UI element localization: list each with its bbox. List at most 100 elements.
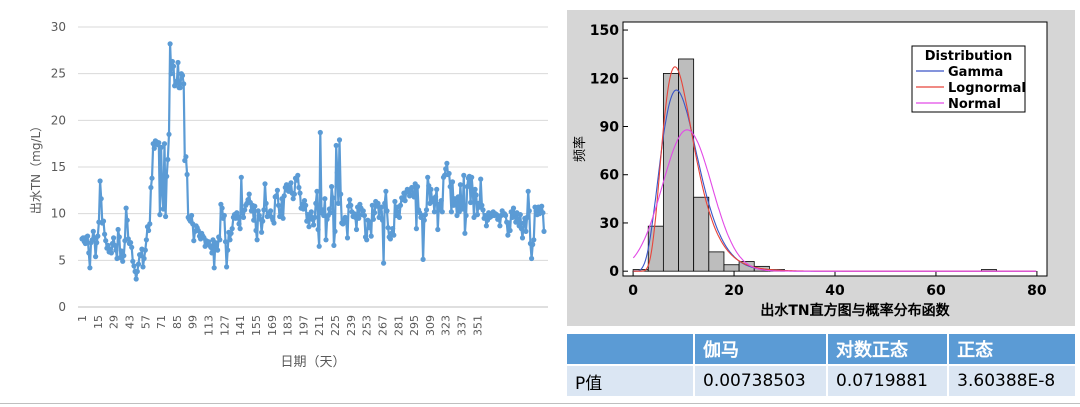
y-tick-label: 90 [600,119,620,135]
data-point [161,141,168,147]
data-point [183,154,189,160]
data-point [526,208,532,214]
legend-label: Gamma [948,65,1003,80]
data-point [274,187,280,193]
data-point [103,238,109,244]
pvalue-normal: 3.60388E-8 [949,366,1075,396]
data-point [164,173,170,179]
y-axis-label: 出水TN（mg/L） [29,120,43,214]
data-point [90,228,96,234]
data-point [211,265,217,271]
data-point [411,194,417,200]
data-point [414,184,421,190]
data-point [121,253,127,259]
data-point [425,174,431,180]
data-point [148,184,154,191]
data-point [413,226,419,232]
data-point [344,235,351,241]
data-point [461,172,467,178]
data-point [113,247,119,253]
data-point [252,203,258,209]
data-point [381,260,387,266]
data-point [179,72,186,79]
data-point [433,194,439,200]
data-point [483,223,489,229]
data-point [261,207,267,213]
x-tick-label: 323 [440,315,453,336]
data-point [240,214,247,220]
data-point [259,229,265,235]
data-point [383,188,389,194]
data-point [189,212,195,219]
table-header-row: 伽马 对数正态 正态 [567,334,1075,364]
y-tick-label: 5 [58,253,66,267]
data-point [146,227,152,234]
data-point [447,184,453,190]
table-row-label: P值 [567,366,693,396]
data-point [219,205,225,211]
data-point [468,199,474,206]
data-point [460,206,466,212]
data-point [235,213,241,220]
data-point [151,145,157,151]
y-tick-label: 20 [51,113,66,127]
data-point [364,237,370,243]
histogram-bar [678,58,695,272]
data-point [540,210,546,216]
x-axis-label: 出水TN直方图与概率分布函数 [760,302,950,319]
data-point [224,264,230,270]
series-line [81,42,546,281]
legend-label: Lognormal [948,81,1026,96]
data-point [301,198,308,204]
data-point [217,237,223,243]
data-point [375,200,381,206]
data-point [342,214,348,220]
table-header-gamma: 伽马 [695,334,827,364]
data-point [443,166,449,172]
data-point [315,226,321,233]
data-point [108,250,114,256]
data-point [519,235,526,241]
data-point [387,236,393,242]
data-point [147,221,153,227]
data-point [95,233,101,239]
p-value-table: 伽马 对数正态 正态 P值 0.00738503 0.0719881 3.603… [565,332,1077,398]
data-point [453,199,459,206]
data-point [260,218,266,224]
data-point [507,227,513,234]
data-point [215,247,221,253]
data-point [236,221,242,227]
data-point [177,85,183,91]
data-point [140,264,146,270]
x-tick-label: 239 [345,315,358,336]
x-tick-label: 0 [628,283,638,299]
data-point [278,210,284,216]
x-tick-label: 71 [155,315,168,329]
y-tick-label: 15 [51,160,66,174]
data-point [296,184,302,191]
x-tick-label: 57 [139,315,152,329]
data-point [395,210,401,216]
data-point [295,172,301,178]
data-point [431,209,437,215]
data-point [159,189,165,195]
data-point [517,212,523,218]
data-point [120,258,126,264]
data-point [102,231,108,237]
data-point [444,160,450,166]
data-point [129,244,135,250]
data-point [396,214,402,220]
data-point [184,171,190,178]
data-point [497,223,503,229]
x-tick-label: 295 [408,315,421,336]
data-point [361,212,367,219]
data-point [384,208,390,214]
data-point [438,198,444,204]
data-point [541,228,547,234]
data-point [378,204,384,210]
data-point [327,210,334,216]
data-point [333,142,339,149]
data-point [213,240,219,247]
data-point [112,242,118,248]
data-point [331,242,337,248]
